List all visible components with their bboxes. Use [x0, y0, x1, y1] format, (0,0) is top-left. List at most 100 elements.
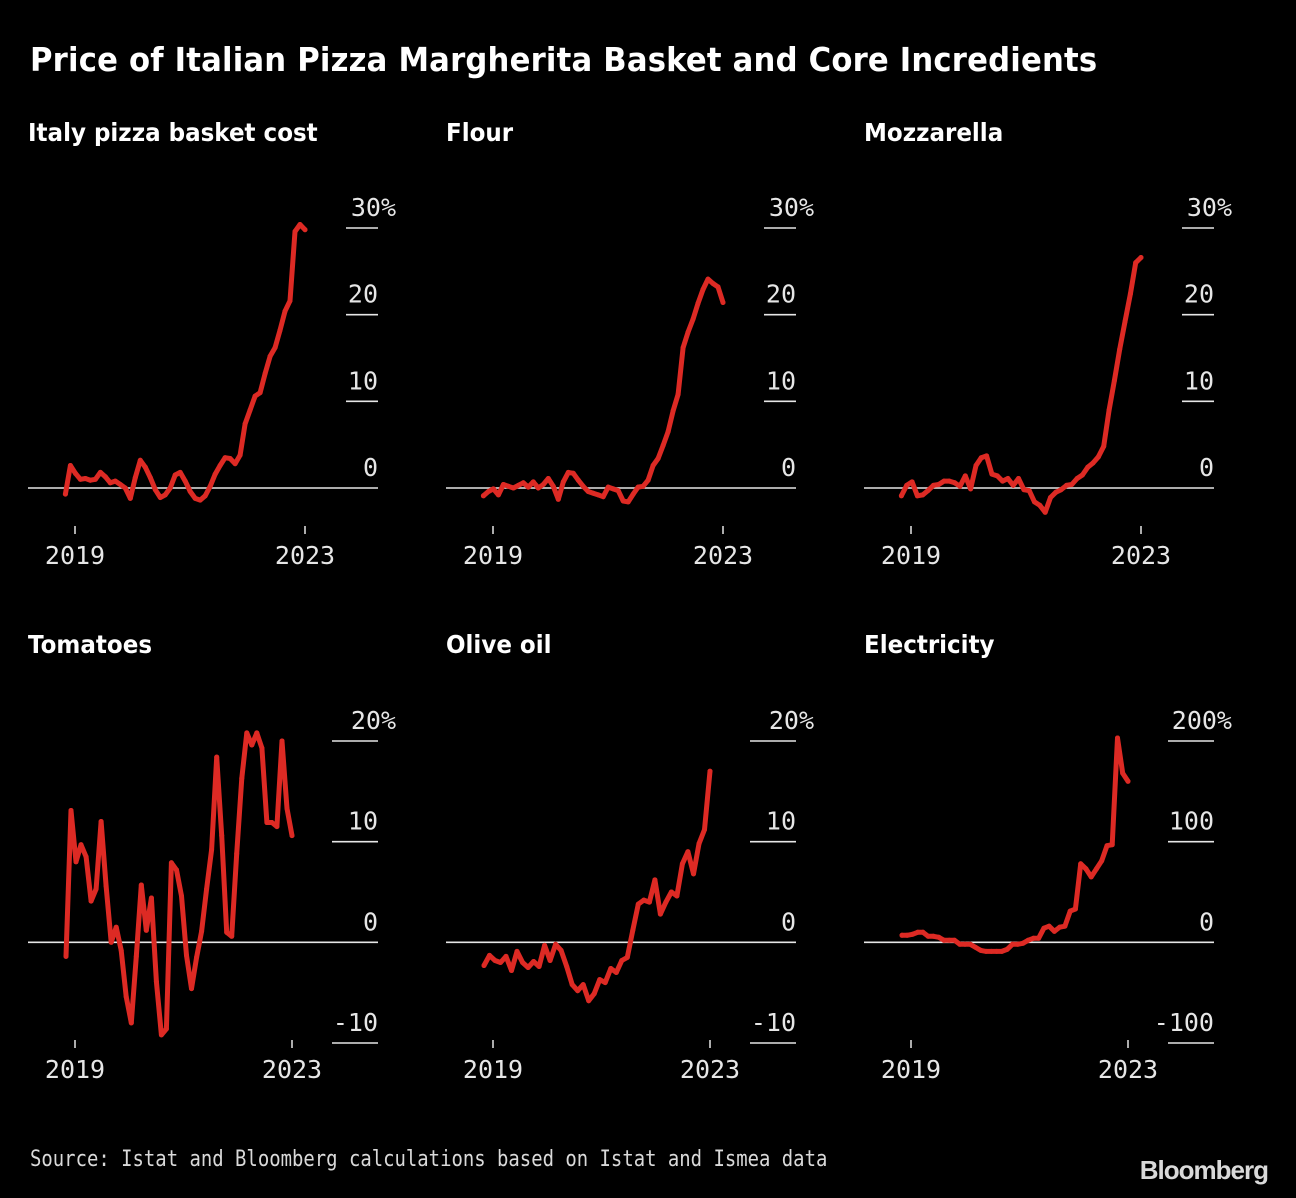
- data-point: [133, 953, 139, 959]
- data-point: [244, 730, 250, 736]
- data-point: [525, 484, 531, 490]
- data-point: [148, 895, 154, 901]
- data-point: [580, 483, 586, 489]
- data-point: [158, 1032, 164, 1038]
- data-point: [899, 932, 905, 938]
- data-point: [1005, 476, 1011, 481]
- data-point: [630, 491, 636, 497]
- y-tick-label: 30%: [351, 193, 396, 222]
- data-point: [679, 861, 685, 867]
- data-point: [179, 893, 184, 899]
- data-point: [108, 939, 114, 945]
- data-point: [620, 498, 626, 504]
- data-point: [1104, 843, 1110, 849]
- chart-title: Price of Italian Pizza Margherita Basket…: [30, 40, 1098, 79]
- data-point: [685, 329, 691, 335]
- data-point: [63, 953, 69, 959]
- data-point: [952, 480, 958, 486]
- data-point: [83, 854, 89, 860]
- data-point: [227, 456, 233, 461]
- data-point: [199, 928, 205, 934]
- data-point: [1037, 502, 1043, 508]
- data-point: [1067, 908, 1073, 914]
- data-point: [920, 929, 926, 935]
- data-point: [999, 948, 1005, 954]
- data-point: [67, 463, 73, 468]
- panel-title: Olive oil: [446, 630, 552, 659]
- series-line: [63, 730, 295, 1038]
- data-point: [630, 927, 636, 933]
- data-point: [610, 486, 616, 492]
- data-point: [1016, 476, 1021, 481]
- data-point: [147, 475, 153, 481]
- data-point: [1009, 941, 1015, 947]
- data-point: [553, 941, 559, 947]
- chart-panel-tomatoes: Tomatoes -10 0 10 20% 2019 2023: [28, 630, 428, 1100]
- data-point: [625, 499, 631, 505]
- data-point: [570, 470, 576, 476]
- data-point: [292, 229, 298, 234]
- data-point: [702, 827, 707, 833]
- data-point: [569, 982, 575, 988]
- data-point: [542, 942, 548, 948]
- data-point: [685, 849, 691, 855]
- data-point: [485, 489, 491, 494]
- bloomberg-logo: Bloomberg: [1139, 1155, 1269, 1185]
- data-point: [624, 954, 630, 960]
- y-tick-label: 20%: [351, 706, 396, 735]
- data-point: [167, 485, 173, 491]
- data-point: [122, 485, 128, 491]
- series-line: [481, 768, 713, 1004]
- data-point: [252, 393, 258, 399]
- data-point: [1026, 488, 1032, 494]
- panel-title: Mozzarella: [864, 118, 1004, 147]
- data-point: [1074, 476, 1080, 481]
- series-line: [480, 276, 726, 505]
- data-point: [297, 222, 303, 227]
- data-point: [575, 477, 581, 483]
- data-point: [674, 893, 680, 899]
- data-point: [1106, 407, 1112, 413]
- y-tick-label: 0: [363, 907, 378, 936]
- y-tick-label: 0: [781, 907, 796, 936]
- data-point: [212, 471, 218, 477]
- data-point: [222, 455, 228, 461]
- data-point: [700, 287, 706, 292]
- y-tick-label: 200%: [1172, 706, 1232, 735]
- series-line: [62, 222, 308, 503]
- data-point: [585, 489, 591, 494]
- data-point: [217, 463, 223, 468]
- data-point: [143, 927, 149, 933]
- data-point: [680, 345, 686, 351]
- data-point: [284, 805, 290, 811]
- data-point: [946, 478, 952, 484]
- data-point: [520, 960, 526, 965]
- data-point: [1041, 925, 1047, 931]
- data-point: [498, 960, 503, 965]
- source-note: Source: Istat and Bloomberg calculations…: [30, 1147, 828, 1172]
- y-tick-label: 20: [766, 280, 796, 309]
- data-point: [540, 482, 546, 487]
- chart-panel-italy-pizza-basket-cost: Italy pizza basket cost 0 10 20 30% 2019 2023: [28, 118, 428, 588]
- data-point: [254, 730, 260, 736]
- data-point: [234, 851, 240, 857]
- data-point: [635, 484, 641, 490]
- data-point: [1101, 443, 1107, 449]
- data-point: [1095, 454, 1101, 460]
- data-point: [279, 738, 285, 744]
- data-point: [575, 988, 581, 994]
- data-point: [1021, 487, 1027, 493]
- data-point: [695, 300, 701, 306]
- data-point: [635, 901, 641, 907]
- data-point: [690, 316, 696, 322]
- y-tick-label: 0: [1199, 907, 1214, 936]
- data-point: [586, 998, 592, 1004]
- data-point: [209, 847, 215, 853]
- data-point: [920, 492, 926, 498]
- data-point: [480, 493, 486, 499]
- data-point: [615, 488, 621, 494]
- data-point: [77, 476, 83, 482]
- data-point: [608, 966, 614, 971]
- data-point: [613, 970, 619, 975]
- data-point: [118, 947, 124, 953]
